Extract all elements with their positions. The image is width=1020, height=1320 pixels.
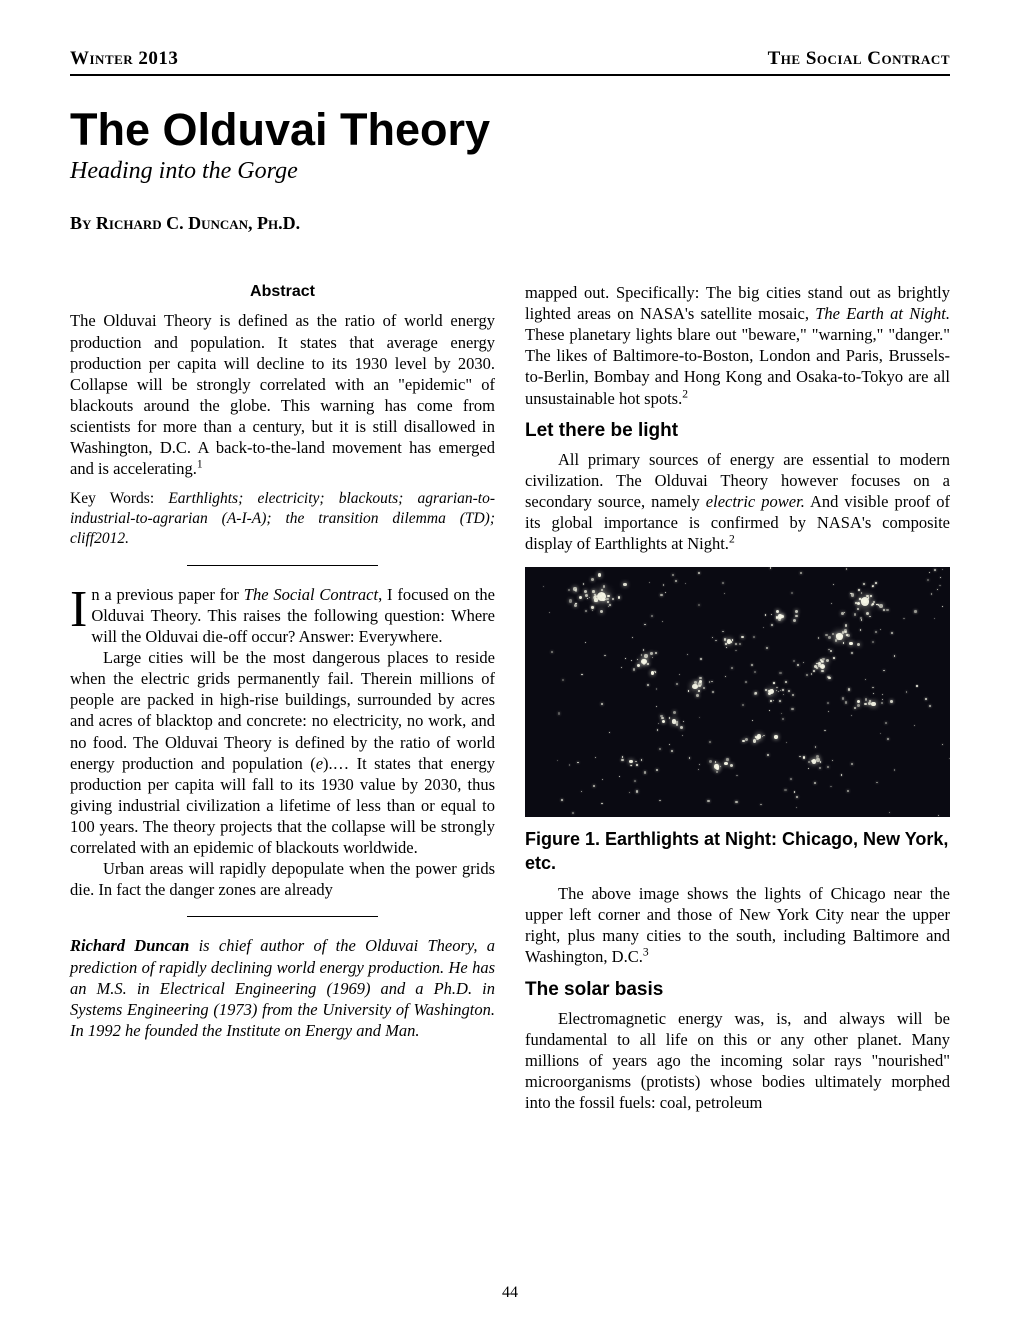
footnote-ref: 3: [643, 947, 649, 959]
figure-1: Figure 1. Earthlights at Night: Chicago,…: [525, 567, 950, 876]
divider: [187, 565, 378, 566]
body-paragraph: mapped out. Specifically: The big cities…: [525, 282, 950, 409]
abstract-text: The Olduvai Theory is defined as the rat…: [70, 310, 495, 479]
author-bio: Richard Duncan is chief author of the Ol…: [70, 935, 495, 1041]
body-paragraph: The above image shows the lights of Chic…: [525, 883, 950, 967]
body-paragraph: Electromagnetic energy was, is, and alwa…: [525, 1008, 950, 1114]
footnote-ref: 2: [729, 534, 735, 546]
section-heading: Let there be light: [525, 419, 950, 443]
body-paragraph: All primary sources of energy are essent…: [525, 449, 950, 555]
divider: [187, 916, 378, 917]
section-heading: The solar basis: [525, 978, 950, 1002]
abstract-heading: Abstract: [70, 282, 495, 302]
body-paragraph: In a previous paper for The Social Contr…: [70, 584, 495, 647]
footnote-ref: 2: [682, 388, 688, 400]
article-title: The Olduvai Theory: [70, 104, 950, 156]
body-paragraph: Urban areas will rapidly depopulate when…: [70, 858, 495, 900]
figure-caption: Figure 1. Earthlights at Night: Chicago,…: [525, 827, 950, 876]
running-header: Winter 2013 The Social Contract: [70, 48, 950, 76]
article-subtitle: Heading into the Gorge: [70, 158, 950, 185]
earthlights-image: [525, 567, 950, 817]
footnote-ref: 1: [197, 459, 203, 471]
header-journal: The Social Contract: [768, 48, 950, 70]
header-season: Winter 2013: [70, 48, 178, 70]
body-paragraph: Large cities will be the most dangerous …: [70, 647, 495, 858]
keywords: Key Words: Earthlights; electricity; bla…: [70, 489, 495, 548]
byline: By Richard C. Duncan, Ph.D.: [70, 213, 950, 234]
article-body: Abstract The Olduvai Theory is defined a…: [70, 282, 950, 1242]
page-number: 44: [0, 1284, 1020, 1302]
